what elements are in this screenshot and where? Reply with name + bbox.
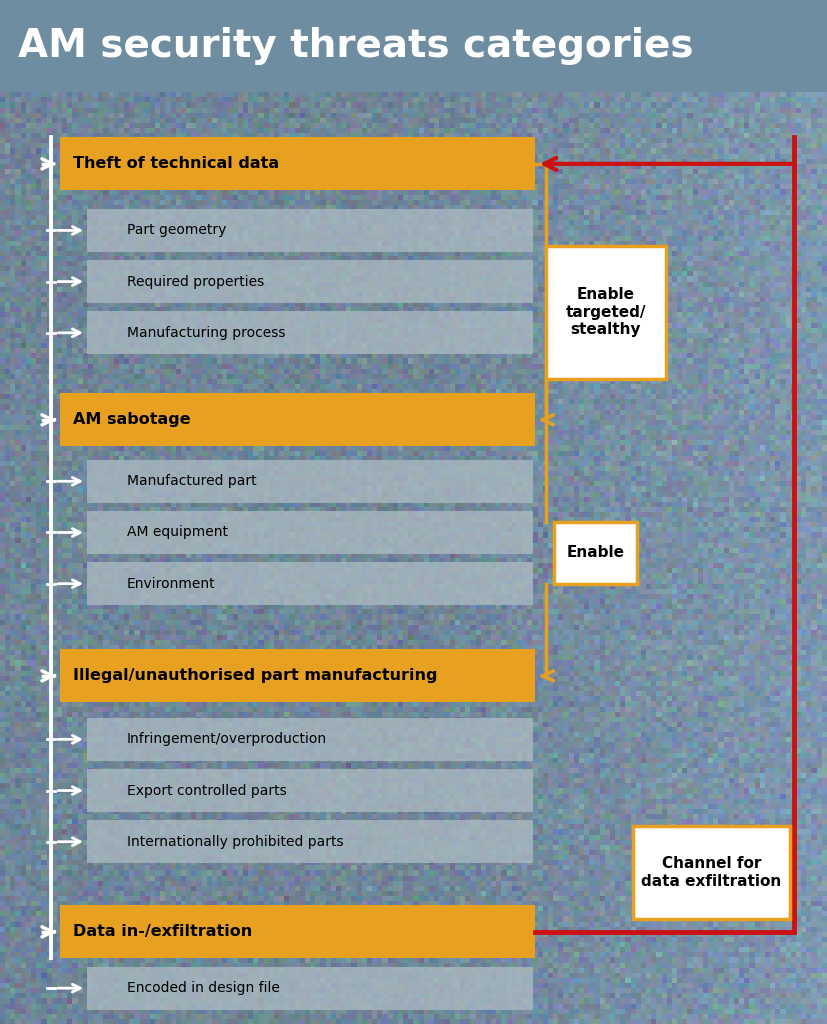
Bar [87,511,533,554]
Bar [60,905,535,958]
Text: Required properties: Required properties [127,274,264,289]
Bar [554,522,637,584]
Text: Encoded in design file: Encoded in design file [127,981,280,995]
Text: Enable: Enable [566,546,624,560]
Bar [60,137,535,190]
Bar [87,820,533,863]
Bar [60,393,535,446]
Text: Manufactured part: Manufactured part [127,474,256,488]
Text: Internationally prohibited parts: Internationally prohibited parts [127,835,343,849]
Bar [0,0,827,92]
Bar [87,311,533,354]
Bar [87,718,533,761]
Text: Part geometry: Part geometry [127,223,226,238]
Text: Channel for
data exfiltration: Channel for data exfiltration [641,856,782,889]
Bar [87,260,533,303]
Text: Environment: Environment [127,577,215,591]
Bar [633,826,790,919]
Bar [60,649,535,702]
Text: AM sabotage: AM sabotage [73,413,190,427]
Bar [87,209,533,252]
Text: Illegal/unauthorised part manufacturing: Illegal/unauthorised part manufacturing [73,669,437,683]
Bar [87,967,533,1010]
Text: Manufacturing process: Manufacturing process [127,326,285,340]
Text: Infringement/overproduction: Infringement/overproduction [127,732,327,746]
Text: AM security threats categories: AM security threats categories [18,27,694,66]
Text: Data in-/exfiltration: Data in-/exfiltration [73,925,252,939]
Text: Export controlled parts: Export controlled parts [127,783,286,798]
Bar [87,562,533,605]
Bar [87,460,533,503]
Bar [87,769,533,812]
Text: Theft of technical data: Theft of technical data [73,157,279,171]
Text: Enable
targeted/
stealthy: Enable targeted/ stealthy [566,288,646,337]
Text: AM equipment: AM equipment [127,525,227,540]
Bar [546,246,666,379]
